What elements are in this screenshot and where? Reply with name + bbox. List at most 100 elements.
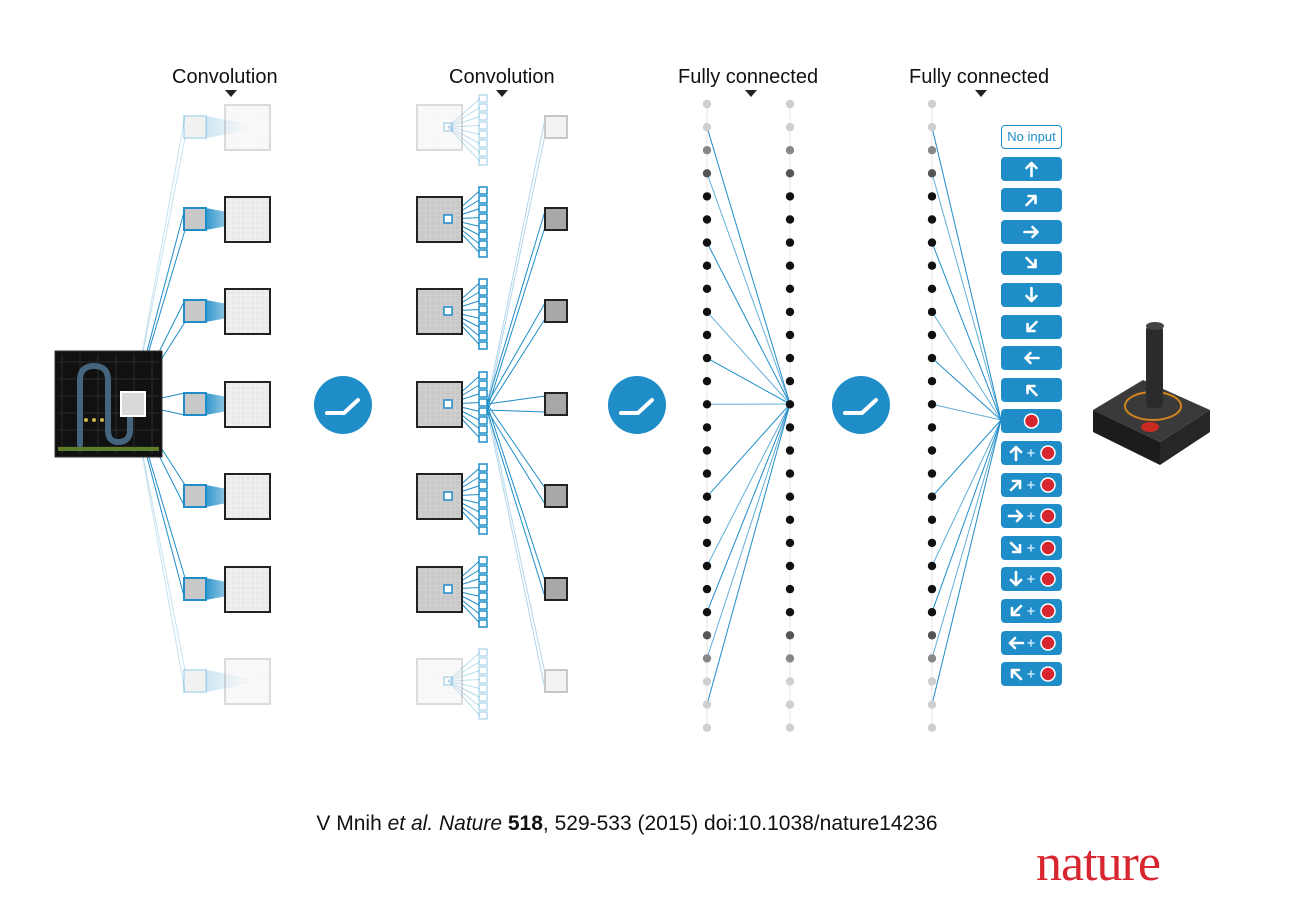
neuron bbox=[927, 631, 937, 640]
arrow-icon bbox=[1024, 351, 1040, 365]
unit-square bbox=[478, 112, 488, 121]
neuron bbox=[702, 261, 712, 270]
unit-square bbox=[478, 139, 488, 148]
arrow-icon bbox=[1025, 257, 1037, 269]
fire-button-icon bbox=[1009, 476, 1056, 493]
unit-square bbox=[478, 103, 488, 112]
unit-square bbox=[478, 666, 488, 675]
neuron bbox=[785, 631, 795, 640]
screen-ground bbox=[58, 447, 159, 451]
unit-square bbox=[478, 416, 488, 425]
action-button-left-fire bbox=[1001, 630, 1062, 655]
connection-line bbox=[931, 126, 1002, 421]
unit-square bbox=[478, 389, 488, 398]
feature-map-small bbox=[544, 577, 568, 601]
fire-button-icon bbox=[1023, 413, 1040, 430]
unit-square bbox=[478, 675, 488, 684]
neuron bbox=[702, 169, 712, 178]
neuron bbox=[927, 515, 937, 524]
unit-square bbox=[478, 157, 488, 166]
arrow-icon bbox=[1023, 225, 1039, 239]
feature-map bbox=[224, 473, 271, 520]
neuron bbox=[927, 353, 937, 363]
connection-line bbox=[486, 302, 546, 405]
unit-square bbox=[478, 249, 488, 258]
unit-square bbox=[478, 121, 488, 130]
neuron bbox=[785, 215, 795, 224]
unit-square bbox=[478, 517, 488, 526]
connection-line bbox=[486, 409, 546, 413]
feature-map bbox=[416, 288, 463, 335]
neuron bbox=[785, 307, 795, 317]
neuron bbox=[702, 284, 712, 293]
feature-map-small bbox=[544, 392, 568, 416]
citation-authors: V Mnih bbox=[316, 812, 388, 835]
kernel-square bbox=[183, 484, 207, 508]
unit-square bbox=[478, 204, 488, 213]
neuron bbox=[927, 446, 937, 455]
joystick-base-top bbox=[1093, 380, 1210, 442]
neuron bbox=[927, 261, 937, 270]
neuron bbox=[702, 561, 712, 571]
fire-button-icon bbox=[1008, 634, 1056, 651]
neuron bbox=[785, 608, 795, 617]
neuron bbox=[702, 446, 712, 455]
unit-square bbox=[478, 213, 488, 222]
neuron bbox=[785, 261, 795, 270]
connection-line bbox=[931, 419, 1002, 613]
citation-journal: Nature bbox=[439, 812, 503, 835]
kernel-square bbox=[443, 676, 453, 686]
feature-map bbox=[416, 566, 463, 613]
neuron bbox=[702, 192, 712, 201]
kernel-square bbox=[183, 299, 207, 323]
screen-track bbox=[77, 362, 133, 448]
connection-line bbox=[486, 226, 546, 411]
connection-line bbox=[706, 126, 791, 405]
unit-square bbox=[478, 619, 488, 628]
joystick-base-left bbox=[1093, 410, 1160, 465]
unit-square bbox=[478, 305, 488, 314]
feature-map-small bbox=[544, 299, 568, 323]
neuron bbox=[702, 654, 712, 663]
neuron bbox=[785, 400, 795, 409]
joystick-fire-button bbox=[1141, 422, 1159, 432]
unit-square bbox=[478, 231, 488, 240]
nature-logo: nature bbox=[1036, 835, 1161, 892]
kernel-square bbox=[443, 214, 453, 224]
neuron bbox=[927, 561, 937, 571]
neuron bbox=[785, 330, 795, 340]
neuron bbox=[927, 700, 937, 709]
neuron bbox=[785, 446, 795, 455]
neuron bbox=[702, 631, 712, 640]
connection-line bbox=[486, 318, 546, 411]
neuron bbox=[702, 215, 712, 224]
fire-button-icon bbox=[1009, 445, 1056, 462]
neuron bbox=[702, 723, 712, 732]
action-button-down-fire bbox=[1001, 567, 1062, 592]
neuron bbox=[785, 492, 795, 501]
connection-line bbox=[706, 242, 791, 405]
unit-square bbox=[478, 565, 488, 574]
action-button-down-right-fire bbox=[1001, 535, 1062, 560]
unit-square bbox=[478, 583, 488, 592]
kernel-square bbox=[443, 122, 453, 132]
kernel-square bbox=[443, 399, 453, 409]
unit-square bbox=[478, 94, 488, 103]
neuron bbox=[785, 146, 795, 155]
fc2-caret-icon bbox=[975, 90, 987, 97]
neuron bbox=[927, 122, 937, 132]
conv1-layer bbox=[132, 104, 271, 705]
fc2-label: Fully connected bbox=[909, 66, 1050, 88]
feature-map bbox=[224, 104, 271, 151]
unit-square bbox=[478, 702, 488, 711]
connection-line bbox=[486, 409, 546, 598]
unit-square bbox=[478, 434, 488, 443]
neuron bbox=[927, 492, 937, 501]
unit-square bbox=[478, 472, 488, 481]
action-button-up-left bbox=[1001, 377, 1062, 402]
connection-line bbox=[931, 403, 1002, 421]
neuron bbox=[702, 584, 712, 594]
connection-line bbox=[486, 210, 546, 405]
unit-square bbox=[478, 481, 488, 490]
